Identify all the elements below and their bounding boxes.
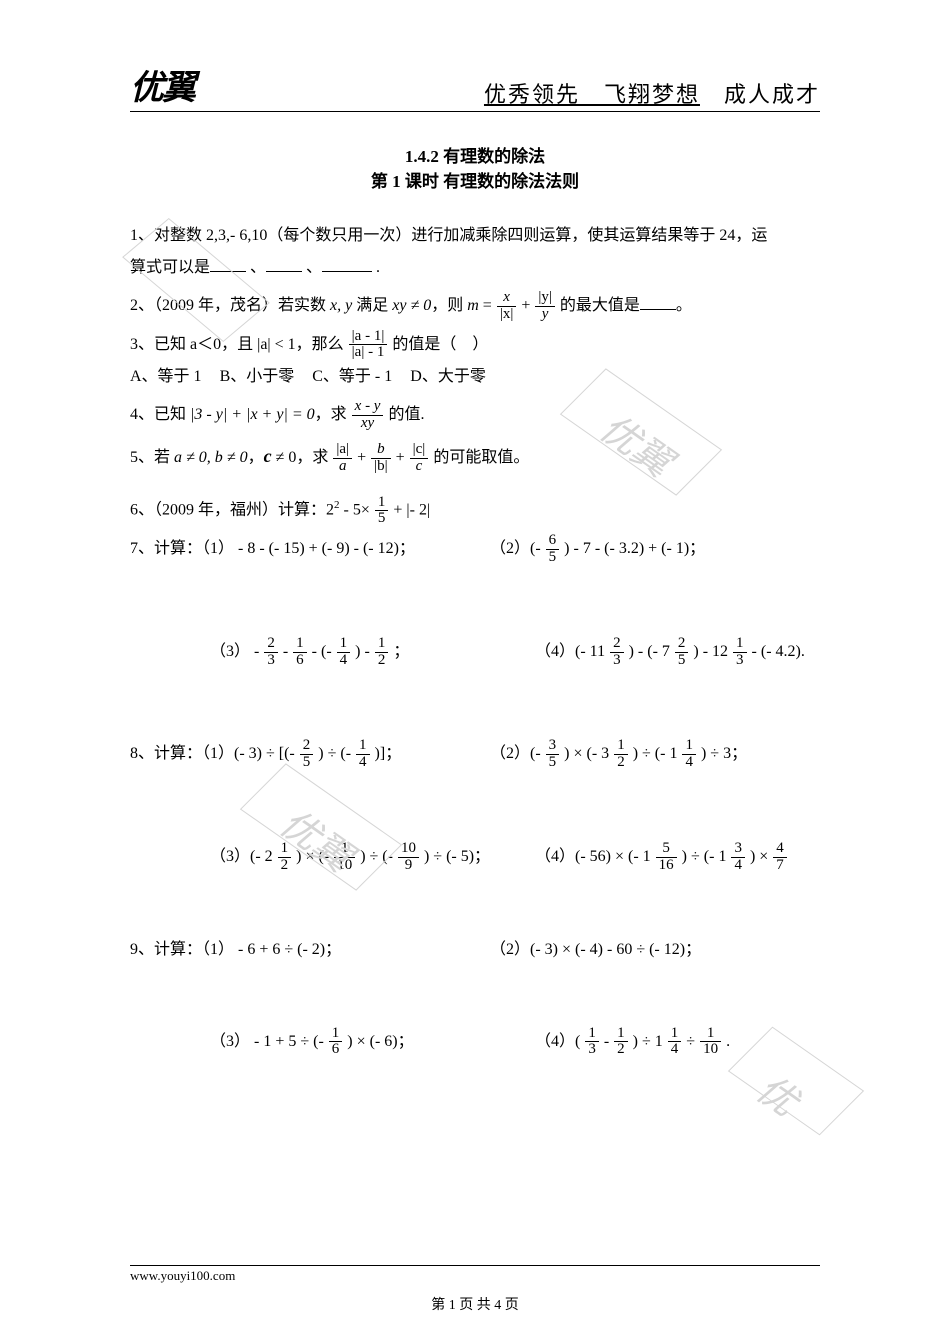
q8-3: （3）(- 2 12 ) × (- 110 ) ÷ (- 109 ) ÷ (- …	[210, 841, 495, 874]
question-2: 2、（2009 年，茂名）若实数 x, y 满足 xy ≠ 0，则 m = x|…	[130, 290, 820, 323]
fraction: x - yxy	[352, 399, 384, 432]
fraction: 65	[546, 533, 560, 566]
q8-2: （2）(- 35 ) × (- 3 12 ) ÷ (- 1 14 ) ÷ 3；	[490, 738, 820, 771]
footer: www.youyi100.com	[130, 1265, 820, 1284]
q9-2: （2）(- 3) × (- 4) - 60 ÷ (- 12)；	[490, 934, 820, 966]
question-3: 3、已知 a＜0，且 |a| < 1，那么 |a - 1||a| - 1 的值是…	[130, 329, 820, 394]
header-slogan: 优秀领先 飞翔梦想 成人成才	[484, 77, 820, 109]
question-9: 9、计算：（1） - 6 + 6 ÷ (- 2)； （2）(- 3) × (- …	[130, 934, 820, 1059]
opt-b: B、小于零	[220, 368, 295, 385]
footer-url: www.youyi100.com	[130, 1268, 235, 1283]
question-5: 5、若 a ≠ 0, b ≠ 0，c ≠ 0，求 |a|a + b|b| + |…	[130, 438, 820, 475]
q7-4: （4）(- 11 23 ) - (- 7 25 ) - 12 13 - (- 4…	[535, 636, 820, 669]
q7-1: 7、计算：（1） - 8 - (- 15) + (- 9) - (- 12)；	[130, 533, 460, 566]
q7-3: （3） - 23 - 16 - (- 14 ) - 12 ；	[210, 636, 495, 669]
q7-row2: （3） - 23 - 16 - (- 14 ) - 12 ； （4）(- 11 …	[130, 636, 820, 669]
question-6: 6、（2009 年，福州）计算：22 - 5× 15 + |- 2|	[130, 494, 820, 527]
opt-d: D、大于零	[410, 368, 486, 385]
blank	[210, 255, 246, 272]
blank	[322, 255, 372, 272]
q3-options: A、等于 1 B、小于零 C、等于 - 1 D、大于零	[130, 361, 820, 393]
q8-1: 8、计算：（1）(- 3) ÷ [(- 25 ) ÷ (- 14 )]；	[130, 738, 460, 771]
fraction: b|b|	[371, 442, 391, 475]
slogan-tail: 成人成才	[700, 82, 820, 107]
blank	[266, 255, 302, 272]
blank	[640, 293, 676, 310]
slogan-underlined: 优秀领先 飞翔梦想	[484, 82, 700, 107]
fraction: |c|c	[410, 442, 429, 475]
fraction: 15	[375, 495, 389, 528]
question-4: 4、已知 |3 - y| + |x + y| = 0，求 x - yxy 的值.	[130, 399, 820, 432]
logo-text: 优翼	[130, 70, 194, 107]
fraction: |a|a	[333, 442, 352, 475]
fraction: |a - 1||a| - 1	[349, 329, 388, 362]
fraction: |y|y	[535, 290, 555, 323]
q9-1: 9、计算：（1） - 6 + 6 ÷ (- 2)；	[130, 934, 460, 966]
logo: 优翼	[130, 60, 194, 109]
header-row: 优翼 优秀领先 飞翔梦想 成人成才	[130, 60, 820, 112]
q9-row2: （3） - 1 + 5 ÷ (- 16 ) × (- 6)； （4）( 13 -…	[130, 1026, 820, 1059]
q7-2: （2）(- 65 ) - 7 - (- 3.2) + (- 1)；	[490, 533, 820, 566]
opt-a: A、等于 1	[130, 368, 202, 385]
q8-row2: （3）(- 2 12 ) × (- 110 ) ÷ (- 109 ) ÷ (- …	[130, 841, 820, 874]
question-7: 7、计算：（1） - 8 - (- 15) + (- 9) - (- 12)； …	[130, 533, 820, 668]
chapter-number: 1.4.2 有理数的除法	[130, 142, 820, 167]
page-root: 优翼 优翼 优 优翼 优秀领先 飞翔梦想 成人成才 1.4.2 有理数的除法 第…	[0, 0, 950, 1344]
page-number: 第 1 页 共 4 页	[0, 1294, 950, 1314]
q1-line1: 1、对整数 2,3,- 6,10（每个数只用一次）进行加减乘除四则运算，使其运算…	[130, 220, 820, 252]
opt-c: C、等于 - 1	[312, 368, 392, 385]
content: 1、对整数 2,3,- 6,10（每个数只用一次）进行加减乘除四则运算，使其运算…	[130, 220, 820, 1058]
chapter-subtitle: 第 1 课时 有理数的除法法则	[130, 167, 820, 192]
q9-4: （4）( 13 - 12 ) ÷ 1 14 ÷ 110 .	[535, 1026, 820, 1059]
q9-3: （3） - 1 + 5 ÷ (- 16 ) × (- 6)；	[210, 1026, 495, 1059]
question-1: 1、对整数 2,3,- 6,10（每个数只用一次）进行加减乘除四则运算，使其运算…	[130, 220, 820, 284]
q8-4: （4）(- 56) × (- 1 516 ) ÷ (- 1 34 ) × 47	[535, 841, 820, 874]
q1-line2: 算式可以是 、 、 .	[130, 252, 820, 284]
watermark-bottom-right: 优	[748, 1059, 811, 1126]
question-8: 8、计算：（1）(- 3) ÷ [(- 25 ) ÷ (- 14 )]； （2）…	[130, 738, 820, 873]
fraction: x|x|	[497, 290, 517, 323]
